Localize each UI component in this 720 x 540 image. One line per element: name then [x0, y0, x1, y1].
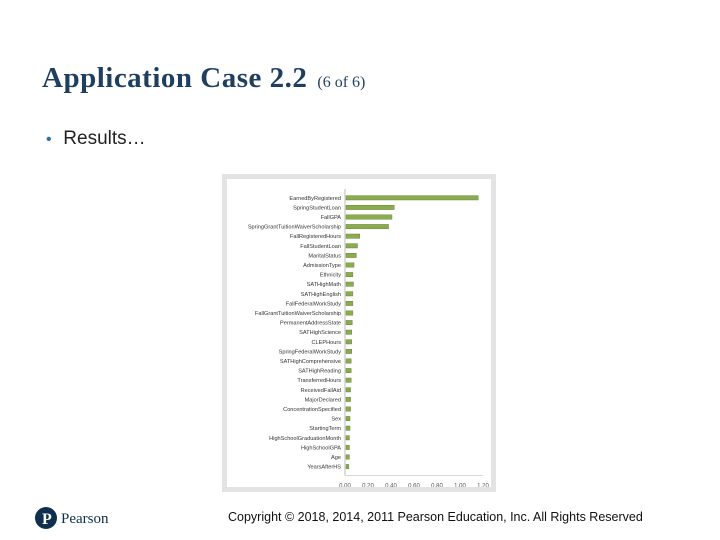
category-label: SpringStudentLoan [293, 205, 341, 211]
title-subtitle: (6 of 6) [317, 74, 366, 91]
bar [345, 214, 393, 220]
category-label: ReceivedFallAid [301, 388, 341, 394]
category-label: SATHighEnglish [301, 292, 341, 298]
category-label: ConcentrationSpecified [283, 407, 341, 413]
category-label: StartingTerm [309, 426, 341, 432]
bar [345, 262, 355, 268]
bar [345, 233, 361, 239]
brand-name: Pearson [61, 511, 109, 527]
bar [345, 300, 354, 306]
bar [345, 339, 352, 345]
category-label: MajorDeclared [305, 397, 341, 403]
bullet-dot: • [46, 131, 52, 148]
chart-frame: EarnedByRegistered SpringStudentLoan FallG… [222, 174, 496, 492]
category-label: Ethnicity [320, 273, 341, 279]
x-tick-label: 0.60 [408, 483, 420, 487]
category-label: SpringGrantTuitionWaiverScholarship [248, 225, 341, 231]
bar [345, 387, 351, 393]
category-label: Age [331, 455, 341, 461]
x-tick-label: 0.40 [385, 483, 397, 487]
bar [345, 291, 354, 297]
bar [345, 243, 358, 249]
copyright-text: Copyright © 2018, 2014, 2011 Pearson Edu… [228, 510, 643, 524]
x-tick-label: 1.20 [477, 483, 489, 487]
category-label: HighSchoolGPA [301, 445, 341, 451]
x-tick-label: 0.80 [431, 483, 443, 487]
bar [345, 329, 352, 335]
x-tick-label: 0.20 [362, 483, 374, 487]
pearson-logo: P Pearson [34, 505, 144, 531]
category-label: PermanentAddressState [280, 321, 341, 327]
category-label: FallFederalWorkStudy [286, 301, 341, 307]
bar [345, 224, 389, 230]
bar [345, 320, 353, 325]
bar [345, 252, 357, 258]
category-label: AdmissionType [303, 263, 341, 269]
category-label: HighSchoolGraduationMonth [269, 436, 341, 442]
category-label: Sex [331, 417, 341, 423]
category-label: FallStudentLoan [300, 244, 341, 250]
category-label: TransferredHours [297, 378, 341, 384]
category-label: SATHighReading [298, 369, 341, 375]
bar [345, 416, 351, 421]
category-label: SATHighComprehensive [280, 359, 341, 365]
bar [345, 406, 351, 412]
bar [345, 464, 350, 469]
category-label: YearsAfterHS [307, 465, 341, 471]
pearson-logo-icon: P Pearson [35, 507, 109, 529]
bullet-text: Results… [63, 128, 146, 149]
bar [345, 195, 479, 201]
category-label: MaritalStatus [308, 253, 341, 259]
bar [345, 205, 395, 210]
bar [345, 358, 352, 364]
bar [345, 348, 352, 354]
bar [345, 454, 350, 460]
bar [345, 377, 352, 383]
chart-panel: EarnedByRegistered SpringStudentLoan FallG… [227, 179, 491, 489]
category-label: SATHighScience [299, 330, 341, 336]
svg-text:P: P [42, 511, 52, 528]
bar [345, 396, 351, 402]
bullet-item: • Results… [46, 128, 146, 150]
bar [345, 425, 351, 431]
variable-importance-chart: EarnedByRegistered SpringStudentLoan FallG… [248, 189, 489, 489]
category-label: CLEPHours [311, 340, 341, 346]
category-label: SpringFederalWorkStudy [279, 349, 342, 355]
bar [345, 445, 350, 450]
slide-title: Application Case 2.2 (6 of 6) [42, 62, 365, 95]
x-tick-label: 0.00 [339, 483, 351, 487]
x-tick-label: 1.00 [454, 483, 466, 487]
bar [345, 272, 354, 278]
bar [345, 281, 354, 287]
category-label: SATHighMath [307, 282, 341, 288]
title-main: Application Case 2.2 [42, 62, 308, 94]
category-label: EarnedByRegistered [289, 196, 341, 202]
category-label: FallGrantTuitionWaiverScholarship [255, 311, 341, 317]
bar [345, 310, 354, 316]
bar [345, 368, 352, 373]
category-label: FallGPA [321, 215, 342, 221]
category-label: FallRegisteredHours [290, 234, 341, 240]
bar [345, 435, 350, 441]
